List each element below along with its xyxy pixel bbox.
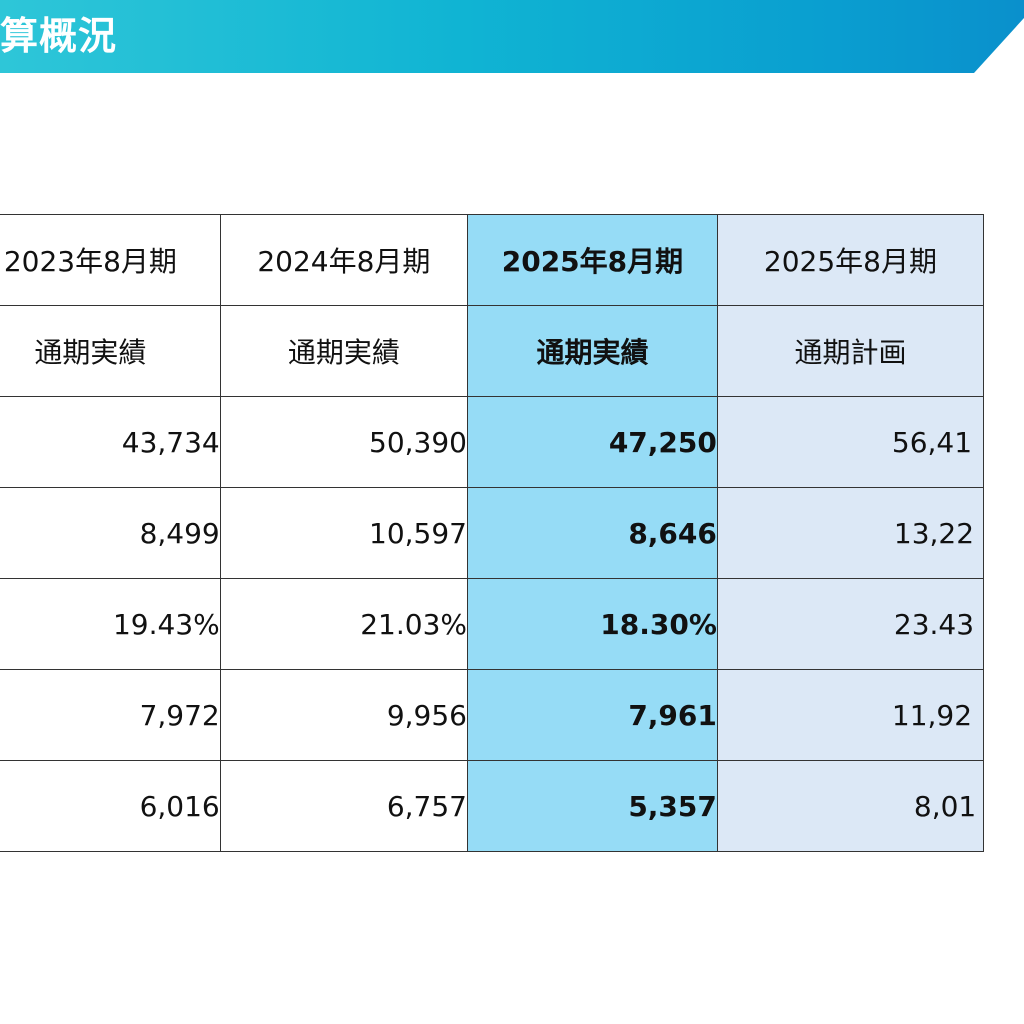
table-row: 7,972 9,956 7,961 11,92 [0, 669, 985, 761]
table-cell: 7,961 [467, 669, 718, 761]
header-period-fy2025-plan: 2025年8月期 [716, 214, 985, 306]
header-period-fy2025-actual: 2025年8月期 [467, 214, 718, 306]
header-kind-fy2025-actual: 通期実績 [467, 305, 718, 397]
table-cell: 8,499 [0, 487, 221, 579]
table-cell: 10,597 [219, 487, 469, 579]
table-row: 8,499 10,597 8,646 13,22 [0, 487, 985, 579]
table-cell: 8,646 [467, 487, 718, 579]
table-cell-value: 11,92 [891, 698, 973, 732]
header-period-fy2023: 2023年8月期 [0, 214, 221, 306]
table-cell: 21.03% [219, 578, 469, 670]
table-cell: 13,22 [716, 487, 985, 579]
header-period-fy2024: 2024年8月期 [219, 214, 469, 306]
table-cell: 5,357 [467, 760, 718, 852]
table-cell-value: 13,22 [893, 516, 975, 550]
table-row: 6,016 6,757 5,357 8,01 [0, 760, 985, 852]
header-kind-fy2025-plan: 通期計画 [716, 305, 985, 397]
results-table: 2023年8月期 2024年8月期 2025年8月期 2025年8月期 通期実績… [0, 214, 985, 852]
table-cell: 7,972 [0, 669, 221, 761]
table-cell: 43,734 [0, 396, 221, 488]
table-cell-value: 56,41 [891, 425, 973, 459]
table-cell: 11,92 [716, 669, 985, 761]
table-row: 19.43% 21.03% 18.30% 23.43 [0, 578, 985, 670]
table-cell: 6,016 [0, 760, 221, 852]
page-title: 算概況 [0, 14, 118, 58]
kind-header-row: 通期実績 通期実績 通期実績 通期計画 [0, 305, 985, 397]
header-kind-fy2023: 通期実績 [0, 305, 221, 397]
table-row: 43,734 50,390 47,250 56,41 [0, 396, 985, 488]
table-cell: 56,41 [716, 396, 985, 488]
table-cell: 50,390 [219, 396, 469, 488]
table-cell-value: 23.43 [893, 607, 975, 641]
table-cell: 18.30% [467, 578, 718, 670]
title-banner [0, 0, 1024, 73]
period-header-row: 2023年8月期 2024年8月期 2025年8月期 2025年8月期 [0, 214, 985, 306]
table-cell: 19.43% [0, 578, 221, 670]
table-cell: 47,250 [467, 396, 718, 488]
table-cell: 23.43 [716, 578, 985, 670]
header-kind-fy2024: 通期実績 [219, 305, 469, 397]
table-cell: 9,956 [219, 669, 469, 761]
table-cell: 6,757 [219, 760, 469, 852]
table-cell-value: 8,01 [913, 789, 977, 823]
table-cell: 8,01 [716, 760, 985, 852]
